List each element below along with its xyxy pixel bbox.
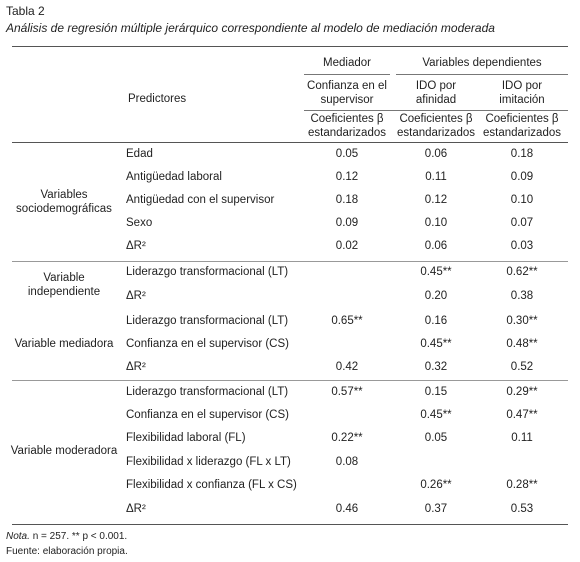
coefficient-cell: 0.11: [511, 432, 533, 444]
note-text: n = 257. ** p < 0.001.: [32, 531, 128, 542]
coefficient-cell: 0.28**: [506, 479, 538, 491]
coefficient-cell: 0.06: [424, 148, 448, 160]
group-independent: Variable independiente: [28, 271, 100, 299]
coefficient-cell: 0.52: [510, 361, 534, 373]
coefficient-cell: 0.45**: [420, 409, 452, 421]
coefficient-cell: 0.38: [510, 290, 534, 302]
coefficient-cell: 0.47**: [506, 409, 538, 421]
header-dependent: Variables dependientes: [422, 57, 542, 69]
coefficient-cell: 0.20: [424, 290, 448, 302]
col1-header-line2: supervisor: [320, 94, 374, 106]
coefficient-cell: 0.32: [424, 361, 448, 373]
predictor-label: Antigüedad laboral: [126, 171, 222, 183]
col2-header-line1: IDO por: [415, 80, 457, 92]
table-title: Análisis de regresión múltiple jerárquic…: [6, 21, 495, 35]
col1-coef-line1: Coeficientes β: [310, 113, 384, 125]
predictor-label: Liderazgo transformacional (LT): [126, 266, 289, 278]
coefficient-cell: 0.03: [510, 240, 534, 252]
group-label-line1: Variable: [43, 272, 85, 284]
coefficient-cell: 0.65**: [331, 315, 363, 327]
coefficient-cell: 0.45**: [420, 266, 452, 278]
header-predictors: Predictores: [128, 93, 187, 105]
coefficient-cell: 0.06: [424, 240, 448, 252]
coefficient-cell: 0.05: [335, 148, 359, 160]
group-label-line1: Variables: [40, 189, 88, 201]
coefficient-cell: 0.15: [424, 386, 448, 398]
predictor-label: Confianza en el supervisor (CS): [126, 409, 289, 421]
col3-coef-line2: estandarizados: [483, 127, 561, 139]
predictor-label: Liderazgo transformacional (LT): [126, 315, 289, 327]
coefficient-cell: 0.09: [335, 217, 359, 229]
coefficient-cell: 0.45**: [420, 338, 452, 350]
coefficient-cell: 0.10: [510, 194, 534, 206]
group-label-line1: Variable mediadora: [14, 338, 114, 350]
coefficient-cell: 0.11: [425, 171, 447, 183]
coefficient-cell: 0.08: [335, 456, 359, 468]
col1-coef-line2: estandarizados: [308, 127, 386, 139]
coefficient-cell: 0.09: [510, 171, 534, 183]
predictor-label: ΔR²: [126, 240, 146, 252]
predictor-label: Flexibilidad x liderazgo (FL x LT): [126, 456, 291, 468]
coefficient-cell: 0.57**: [331, 386, 363, 398]
coefficient-cell: 0.29**: [506, 386, 538, 398]
dependent-rule: [396, 74, 568, 75]
group-rule-1: [12, 261, 568, 262]
col3-header-line1: IDO por: [501, 80, 543, 92]
coefficient-cell: 0.62**: [506, 266, 538, 278]
predictor-label: ΔR²: [126, 361, 146, 373]
coefficient-cell: 0.22**: [331, 432, 363, 444]
table-source: Fuente: elaboración propia.: [6, 546, 128, 557]
col2-coef-line1: Coeficientes β: [399, 113, 473, 125]
coefficient-cell: 0.12: [335, 171, 359, 183]
predictor-label: Liderazgo transformacional (LT): [126, 386, 289, 398]
coefficient-cell: 0.07: [510, 217, 534, 229]
predictor-label: ΔR²: [126, 503, 146, 515]
group-mediator: Variable mediadora: [15, 337, 114, 351]
coefficient-cell: 0.10: [424, 217, 448, 229]
group-label-line2: sociodemográficas: [16, 203, 112, 215]
header-bottom-rule: [12, 142, 568, 143]
predictor-label: ΔR²: [126, 290, 146, 302]
mediator-rule: [304, 74, 390, 75]
coefficient-cell: 0.16: [424, 315, 448, 327]
predictor-label: Confianza en el supervisor (CS): [126, 338, 289, 350]
col3-coef-line1: Coeficientes β: [485, 113, 559, 125]
header-mediator: Mediador: [323, 57, 371, 69]
group-rule-2: [12, 380, 568, 381]
group-label-line1: Variable moderadora: [10, 445, 118, 457]
coefficient-cell: 0.18: [510, 148, 534, 160]
coefficient-cell: 0.42: [335, 361, 359, 373]
predictor-label: Sexo: [126, 217, 153, 229]
group-label-line2: independiente: [27, 286, 101, 298]
table-note: Nota. n = 257. ** p < 0.001.: [6, 531, 127, 542]
col1-header-line1: Confianza en el: [307, 80, 387, 92]
col3-header-line2: imitación: [499, 94, 545, 106]
subheader-rule: [304, 110, 568, 111]
coefficient-cell: 0.53: [510, 503, 534, 515]
bottom-rule: [12, 524, 568, 525]
coefficient-cell: 0.37: [424, 503, 448, 515]
coefficient-cell: 0.26**: [420, 479, 452, 491]
coefficient-cell: 0.48**: [506, 338, 538, 350]
coefficient-cell: 0.02: [335, 240, 359, 252]
predictor-label: Antigüedad con el supervisor: [126, 194, 275, 206]
predictor-label: Edad: [126, 148, 153, 160]
group-sociodemographic: Variables sociodemográficas: [16, 188, 112, 216]
coefficient-cell: 0.12: [424, 194, 448, 206]
top-rule: [12, 46, 568, 47]
col2-coef-line2: estandarizados: [397, 127, 475, 139]
note-label: Nota.: [6, 531, 30, 542]
table-label: Tabla 2: [6, 4, 45, 18]
col2-header-line2: afinidad: [415, 94, 457, 106]
coefficient-cell: 0.05: [424, 432, 448, 444]
predictor-label: Flexibilidad laboral (FL): [126, 432, 246, 444]
coefficient-cell: 0.46: [335, 503, 359, 515]
predictor-label: Flexibilidad x confianza (FL x CS): [126, 479, 297, 491]
coefficient-cell: 0.18: [335, 194, 359, 206]
group-moderator: Variable moderadora: [11, 444, 118, 458]
coefficient-cell: 0.30**: [506, 315, 538, 327]
